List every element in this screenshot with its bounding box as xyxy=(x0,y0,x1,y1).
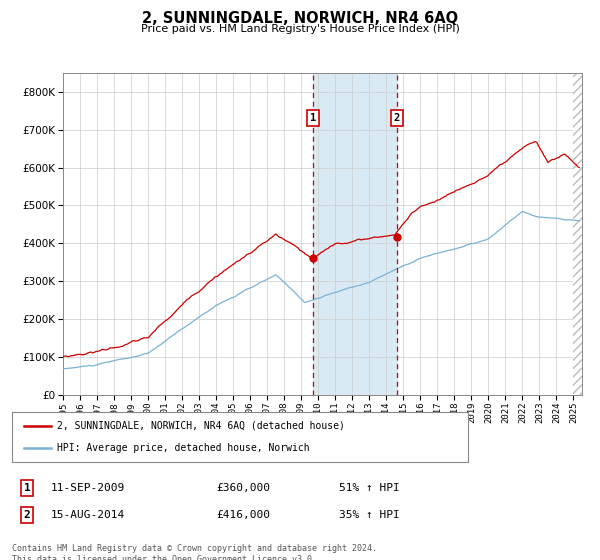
Text: 15-AUG-2014: 15-AUG-2014 xyxy=(51,510,125,520)
Text: 2: 2 xyxy=(23,510,31,520)
Text: 35% ↑ HPI: 35% ↑ HPI xyxy=(339,510,400,520)
Text: 1: 1 xyxy=(23,483,31,493)
Point xyxy=(392,233,401,242)
Text: 51% ↑ HPI: 51% ↑ HPI xyxy=(339,483,400,493)
Text: Contains HM Land Registry data © Crown copyright and database right 2024.
This d: Contains HM Land Registry data © Crown c… xyxy=(12,544,377,560)
Text: HPI: Average price, detached house, Norwich: HPI: Average price, detached house, Norw… xyxy=(57,443,310,453)
Text: 1: 1 xyxy=(310,113,316,123)
Point xyxy=(308,254,318,263)
Text: 2, SUNNINGDALE, NORWICH, NR4 6AQ: 2, SUNNINGDALE, NORWICH, NR4 6AQ xyxy=(142,11,458,26)
Bar xyxy=(313,73,397,395)
Text: £416,000: £416,000 xyxy=(216,510,270,520)
Text: 2: 2 xyxy=(394,113,400,123)
Text: 11-SEP-2009: 11-SEP-2009 xyxy=(51,483,125,493)
Text: 2, SUNNINGDALE, NORWICH, NR4 6AQ (detached house): 2, SUNNINGDALE, NORWICH, NR4 6AQ (detach… xyxy=(57,421,345,431)
Text: Price paid vs. HM Land Registry's House Price Index (HPI): Price paid vs. HM Land Registry's House … xyxy=(140,24,460,34)
Text: £360,000: £360,000 xyxy=(216,483,270,493)
